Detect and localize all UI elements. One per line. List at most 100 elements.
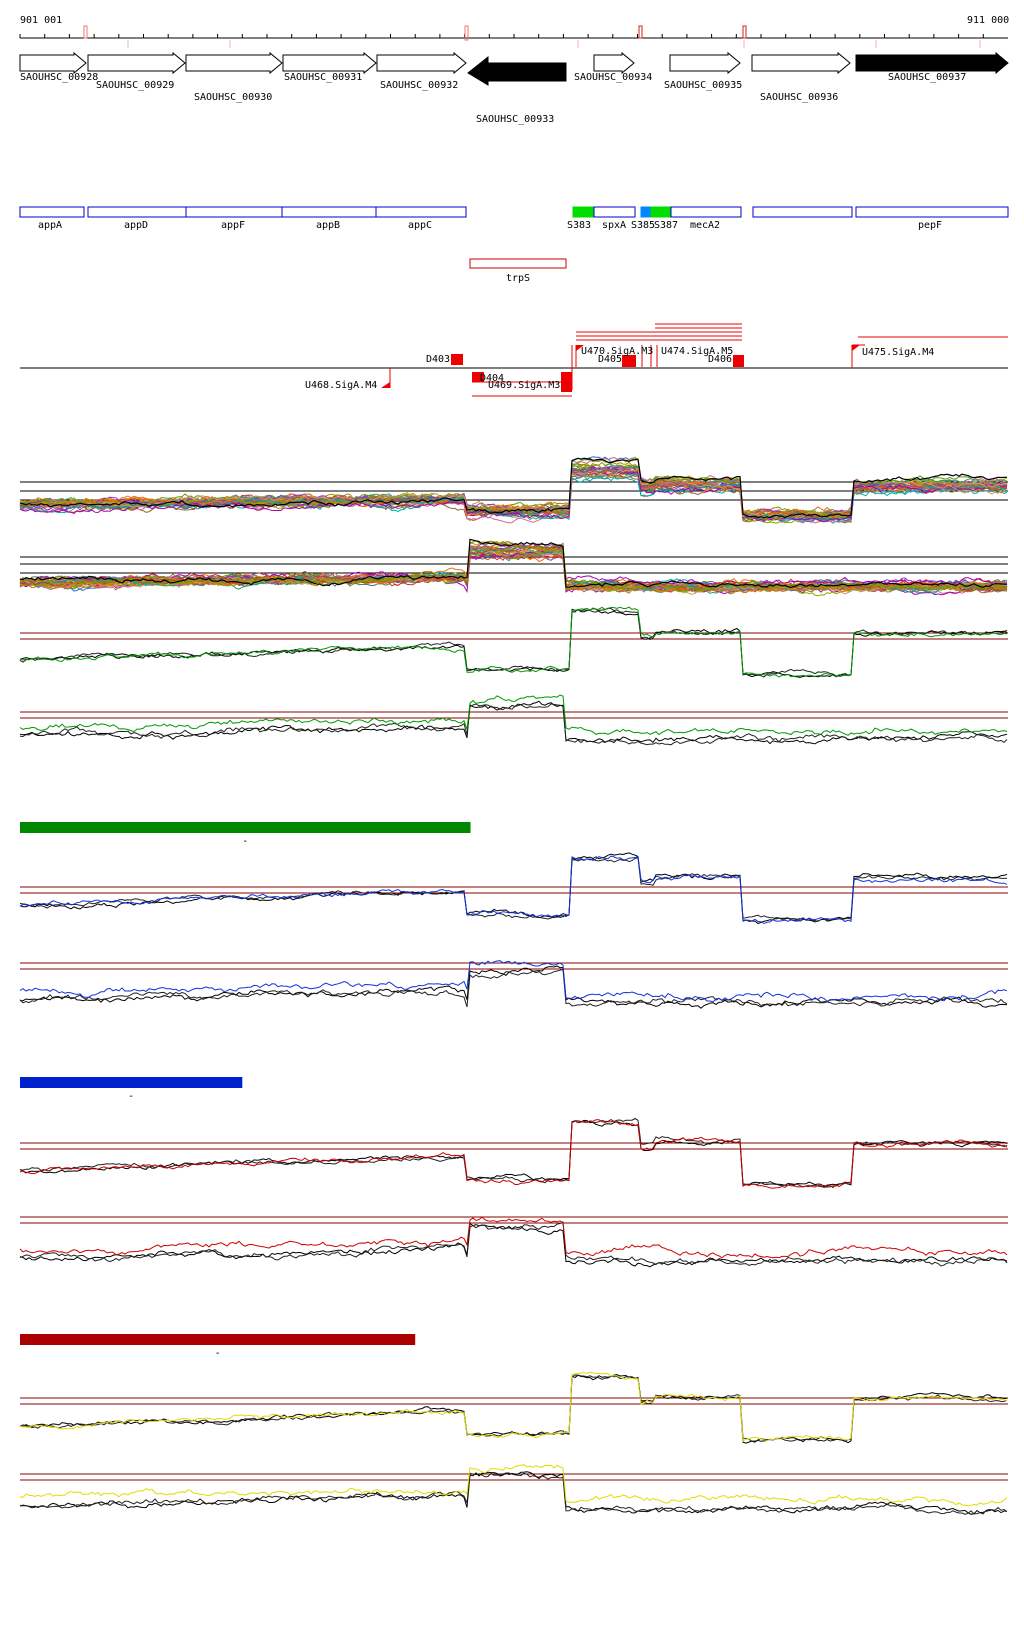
gene-label-saouhsc_00936: SAOUHSC_00936 — [760, 92, 838, 103]
sense-replicate-line — [19, 1119, 1008, 1188]
gene-arrow-saouhsc_00931[interactable] — [282, 51, 377, 75]
annotation-box-s385[interactable] — [640, 206, 652, 218]
sense-condition-line — [19, 1371, 1008, 1442]
antisense-box[interactable] — [469, 258, 567, 269]
antisense-track: trpS — [469, 258, 567, 284]
sense-reference-line — [19, 457, 1008, 519]
ruler-start-label: 901 001 — [20, 15, 62, 26]
annotation-label-appd: appD — [124, 220, 148, 231]
antisense-series-line — [19, 547, 1008, 593]
condition-bar-blue[interactable] — [20, 1077, 243, 1088]
annotation-box-s387[interactable] — [650, 206, 672, 218]
antisense-replicate-line — [19, 968, 1008, 1008]
antisense-replicate-line — [19, 1222, 1008, 1268]
ruler-ticks — [19, 34, 984, 38]
sense-series-line — [19, 467, 1008, 519]
annotation-label-appb: appB — [316, 220, 340, 231]
gene-label-saouhsc_00935: SAOUHSC_00935 — [664, 80, 742, 91]
condition-panel-yellow — [19, 1371, 1008, 1515]
antisense-series-line — [19, 546, 1008, 588]
annotation-label-appc: appC — [408, 220, 432, 231]
antisense-label-trps: trpS — [506, 273, 530, 284]
annotation-box-pepf[interactable] — [855, 206, 1009, 218]
annotation-box-appa[interactable] — [19, 206, 85, 218]
ruler-feature-marks — [83, 25, 981, 48]
sense-replicate-line — [19, 607, 1008, 678]
antisense-replicate-line — [19, 703, 1008, 746]
annotation-box-appc[interactable] — [375, 206, 467, 218]
antisense-replicate-line — [19, 965, 1008, 1009]
gene-arrow-saouhsc_00932[interactable] — [376, 51, 467, 75]
condition-bars: - - - — [20, 822, 471, 1359]
gene-label-saouhsc_00930: SAOUHSC_00930 — [194, 92, 272, 103]
condition-panel-green — [19, 606, 1008, 746]
antisense-replicate-line — [19, 1221, 1008, 1267]
gene-arrow-saouhsc_00930[interactable] — [185, 51, 283, 75]
all-conditions-sense-track — [19, 456, 1008, 524]
all-conditions-antisense-track — [19, 538, 1008, 597]
tu-label-d404: D404 — [480, 373, 504, 384]
tu-labels: D403 U470.SigA.M3 D405 U474.SigA.M5 D406… — [305, 346, 934, 391]
antisense-condition-line — [19, 960, 1008, 1003]
annotation-box-unnamed[interactable] — [752, 206, 853, 218]
antisense-series-line — [19, 546, 1008, 595]
condition-bar-green[interactable] — [20, 822, 471, 833]
gene-arrow-saouhsc_00928[interactable] — [19, 51, 87, 75]
antisense-replicate-line — [19, 1471, 1007, 1515]
tu-block-d404[interactable] — [472, 372, 484, 382]
gene-label-saouhsc_00931: SAOUHSC_00931 — [284, 72, 362, 83]
annotation-label-s383: S383 — [567, 220, 591, 231]
sense-series-line — [19, 463, 1008, 515]
gene-label-saouhsc_00933: SAOUHSC_00933 — [476, 114, 554, 125]
transcription-unit-track: D403 U470.SigA.M3 D405 U474.SigA.M5 D406… — [20, 323, 1008, 397]
sense-condition-line — [19, 855, 1008, 925]
annotation-box-s383[interactable] — [572, 206, 595, 218]
tu-label-d403: D403 — [426, 354, 450, 365]
gene-arrow-saouhsc_00933[interactable] — [467, 55, 567, 86]
gene-label-saouhsc_00929: SAOUHSC_00929 — [96, 80, 174, 91]
sense-replicate-line — [19, 1374, 1008, 1443]
tu-label-u469: U469.SigA.M3 — [488, 380, 560, 391]
tu-block-u471[interactable] — [561, 372, 572, 392]
coordinate-ruler: 901 001 911 000 — [19, 15, 1009, 48]
annotation-label-spxa: spxA — [602, 220, 626, 231]
tu-block-d405[interactable] — [622, 355, 636, 367]
gene-arrow-saouhsc_00929[interactable] — [87, 51, 186, 75]
gene-label-saouhsc_00937: SAOUHSC_00937 — [888, 72, 966, 83]
sense-condition-line — [19, 606, 1008, 678]
annotation-box-meca2[interactable] — [670, 206, 742, 218]
tu-label-d405: D405 — [598, 354, 622, 365]
sense-series-line — [19, 461, 1008, 520]
gene-arrow-saouhsc_00935[interactable] — [669, 51, 741, 75]
tu-label-u468: U468.SigA.M4 — [305, 380, 377, 391]
annotation-box-appb[interactable] — [281, 206, 377, 218]
annotation-label-appf: appF — [221, 220, 245, 231]
sense-condition-line — [19, 1119, 1008, 1189]
antisense-replicate-line — [19, 1472, 1008, 1515]
annotation-box-appd[interactable] — [87, 206, 187, 218]
gene-label-saouhsc_00928: SAOUHSC_00928 — [20, 72, 98, 83]
tu-label-u475: U475.SigA.M4 — [862, 347, 934, 358]
tu-red-blocks — [381, 345, 860, 392]
gene-label-saouhsc_00934: SAOUHSC_00934 — [574, 72, 652, 83]
condition-bar-marker: - — [215, 1348, 221, 1359]
gene-arrow-saouhsc_00934[interactable] — [593, 51, 635, 75]
condition-panel-red — [19, 1117, 1008, 1268]
gene-arrow-saouhsc_00936[interactable] — [751, 51, 851, 75]
antisense-condition-line — [19, 1464, 1008, 1507]
tu-label-u470: U470.SigA.M3 — [581, 346, 653, 357]
annotation-label-appa: appA — [38, 220, 62, 231]
condition-bar-marker: - — [128, 1091, 134, 1102]
annotation-box-appf[interactable] — [185, 206, 283, 218]
gene-label-saouhsc_00932: SAOUHSC_00932 — [380, 80, 458, 91]
tu-block-d406[interactable] — [733, 355, 744, 367]
tu-red-lines — [389, 323, 1008, 397]
tu-block-d403[interactable] — [451, 354, 463, 365]
annotation-label-meca2: mecA2 — [690, 220, 720, 231]
annotation-box-spxa[interactable] — [593, 206, 636, 218]
condition-bar-red[interactable] — [20, 1334, 416, 1345]
ruler-end-label: 911 000 — [967, 15, 1009, 26]
gene-arrow-saouhsc_00937[interactable] — [855, 51, 1009, 75]
